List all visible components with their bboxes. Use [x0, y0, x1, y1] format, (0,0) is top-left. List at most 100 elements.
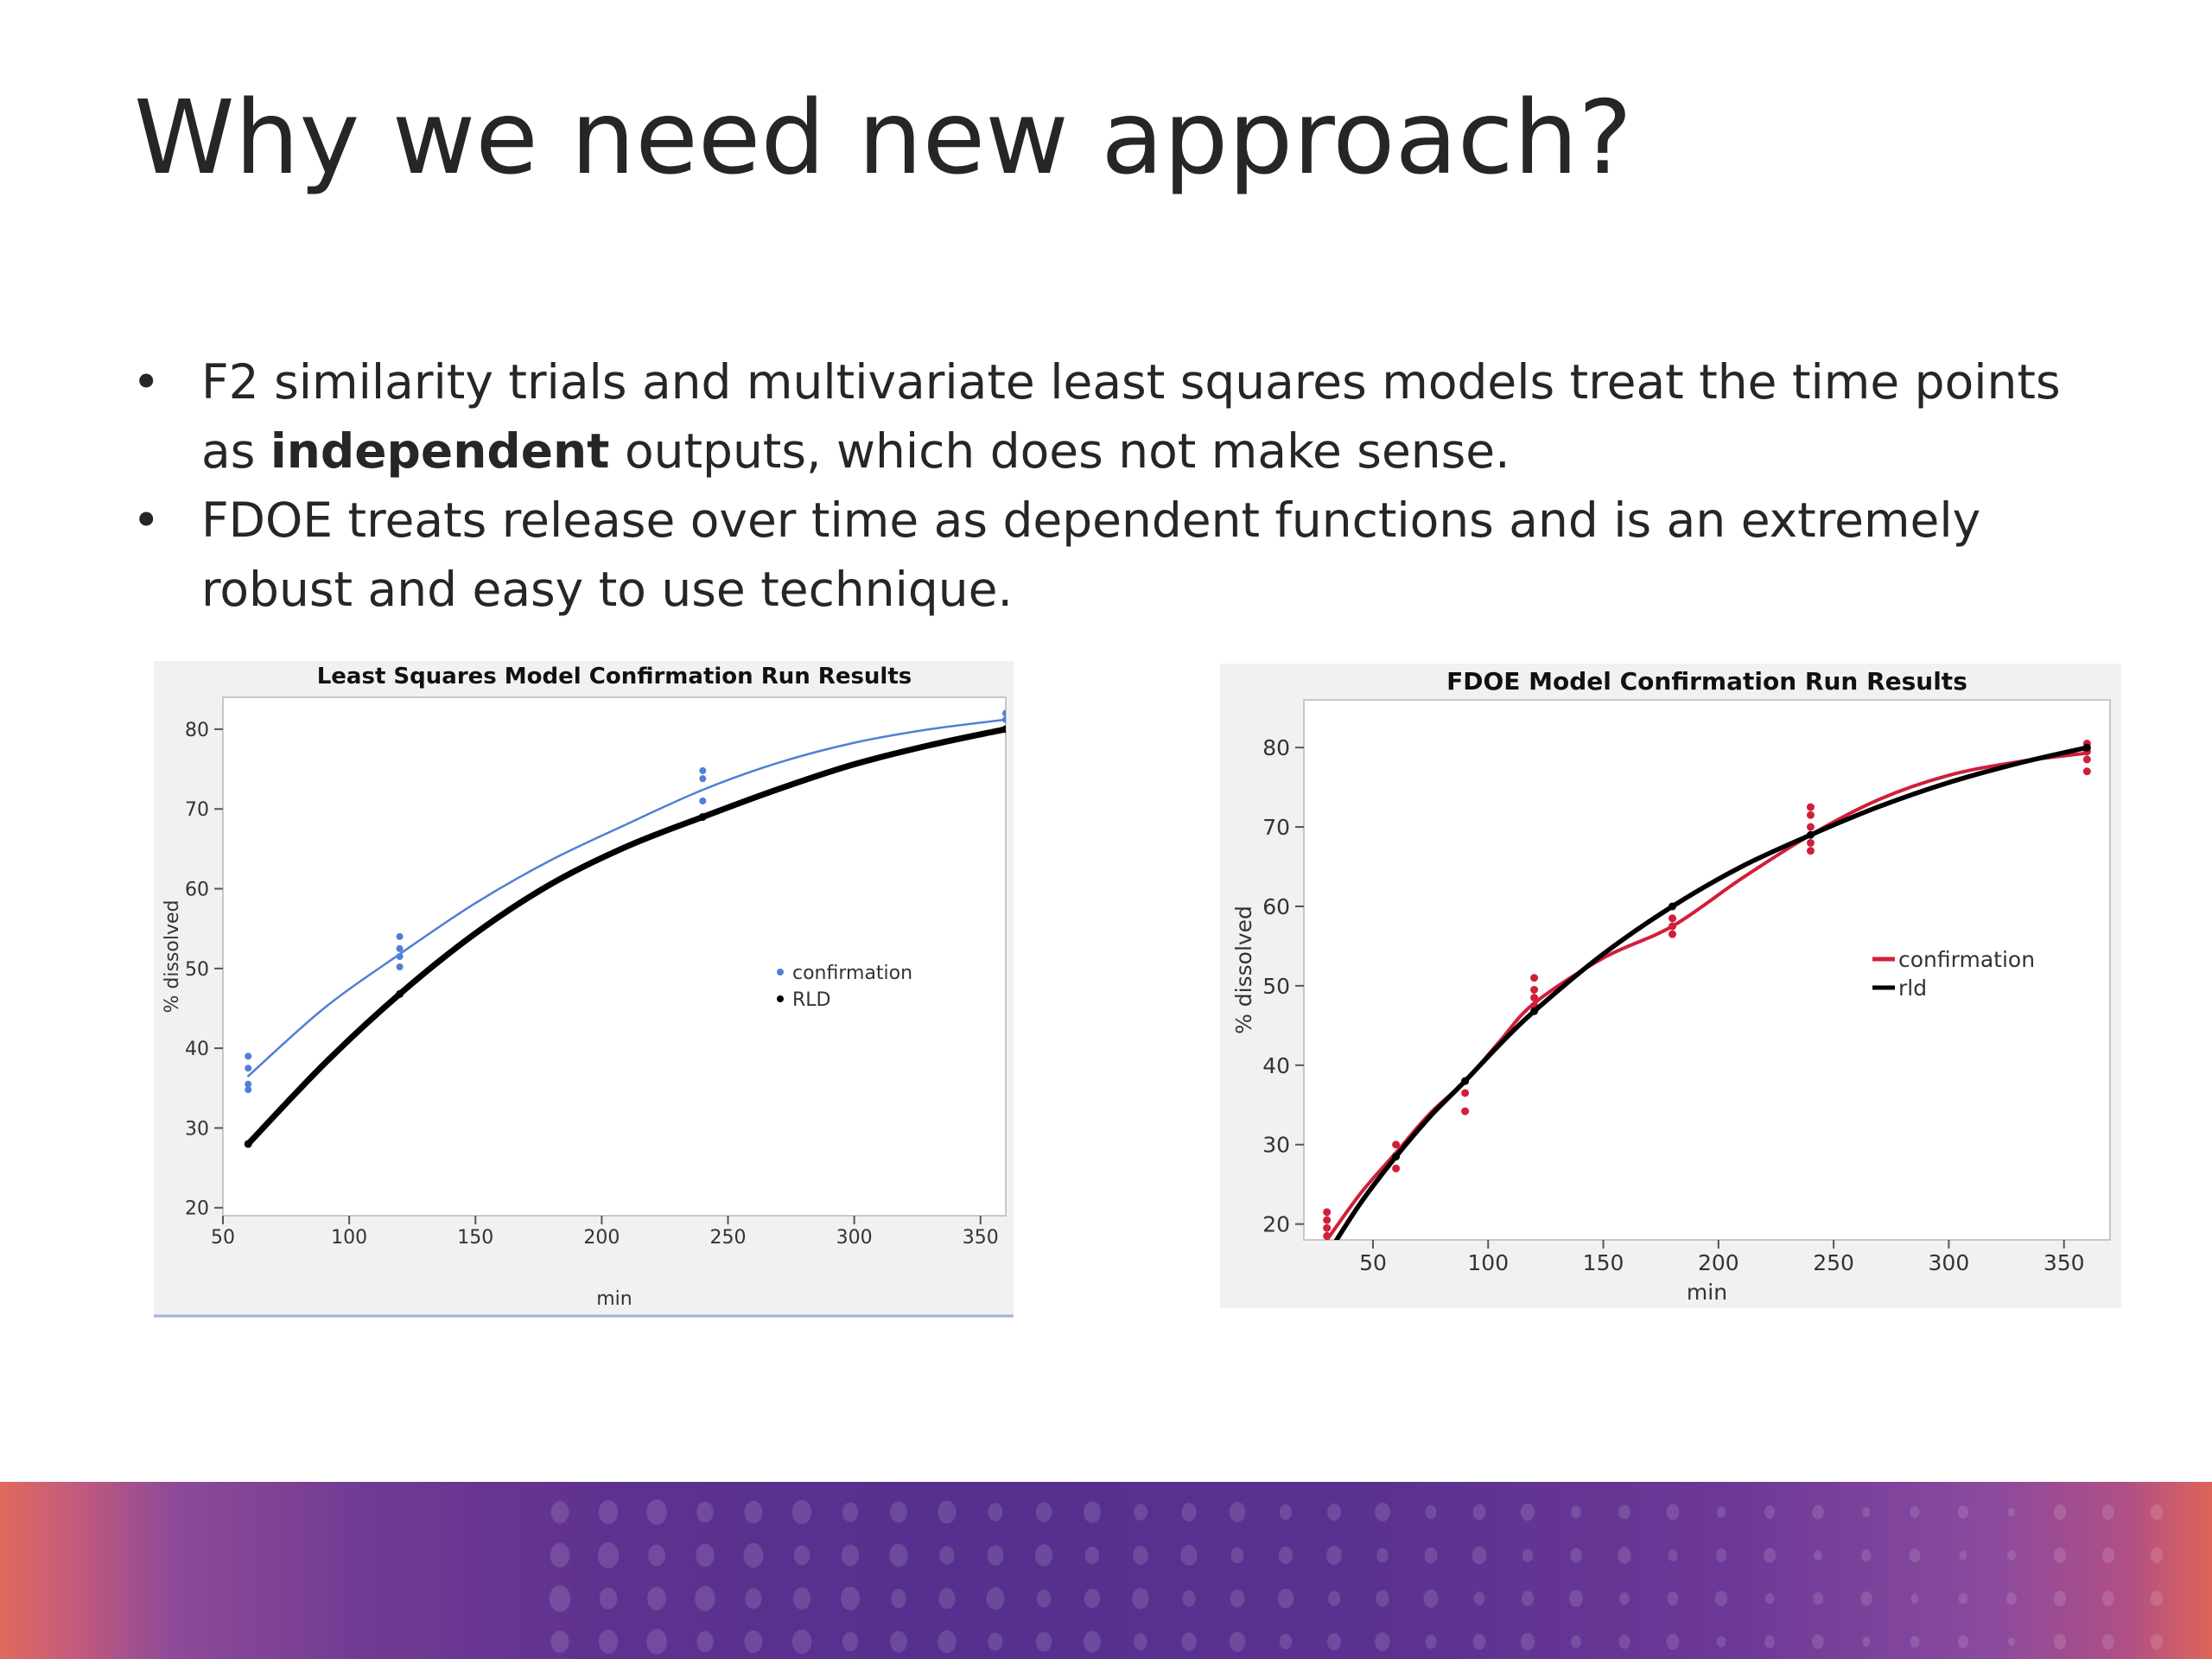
footer-dot [744, 1630, 763, 1654]
footer-dot [2150, 1548, 2164, 1563]
bullet-text-before: FDOE treats release over time as depende… [201, 493, 1981, 617]
footer-dot [1034, 1544, 1053, 1567]
footer-dot [696, 1501, 714, 1523]
footer-dot [1957, 1505, 1969, 1519]
footer-dot [550, 1542, 570, 1568]
footer-dot [1035, 1502, 1052, 1522]
footer-dot [1327, 1633, 1341, 1650]
footer-dot [1230, 1589, 1245, 1608]
data-point-confirmation [245, 1080, 252, 1088]
data-point-rld [1392, 1152, 1401, 1160]
data-point-rld [1001, 725, 1006, 734]
footer-dot [1813, 1592, 1823, 1605]
footer-dot [792, 1587, 811, 1610]
footer-dot [1181, 1503, 1197, 1522]
x-tick-label: 250 [1813, 1250, 1854, 1275]
data-point-rld [2082, 743, 2091, 752]
x-tick-label: 300 [1929, 1250, 1970, 1275]
footer-dot [1667, 1591, 1679, 1606]
data-point-confirmation [1806, 838, 1815, 847]
data-point-rld [1530, 1007, 1539, 1015]
y-tick-label: 30 [185, 1118, 209, 1140]
footer-dot [1812, 1634, 1824, 1649]
footer-dot [840, 1586, 861, 1611]
footer-dot [1376, 1548, 1389, 1563]
y-tick-label: 50 [185, 959, 209, 981]
footer-dot [2053, 1591, 2067, 1606]
footer-dot [696, 1630, 714, 1653]
legend-label: rld [1898, 976, 1927, 1001]
plot-marks [244, 709, 1006, 1148]
footer-dot [1959, 1550, 1967, 1560]
legend-item-confirmation: confirmation [1872, 947, 2035, 972]
footer-dot [1618, 1504, 1630, 1520]
least-squares-chart-svg: Least Squares Model Confirmation Run Res… [154, 661, 1014, 1318]
legend-label: confirmation [1898, 947, 2035, 972]
data-point-rld [1806, 830, 1815, 839]
data-point-confirmation [1530, 994, 1539, 1002]
chart-title: Least Squares Model Confirmation Run Res… [317, 664, 912, 690]
footer-dot [550, 1501, 569, 1523]
footer-dot [1764, 1505, 1776, 1519]
footer-dot [890, 1630, 907, 1653]
footer-dot [598, 1630, 619, 1654]
x-tick-label: 150 [1583, 1250, 1624, 1275]
footer-dot [695, 1586, 715, 1611]
footer-dot [1327, 1591, 1341, 1606]
footer-dot [988, 1632, 1003, 1651]
footer-dot [1230, 1547, 1244, 1564]
data-point-confirmation [1392, 1141, 1401, 1149]
footer-dot-pattern [549, 1499, 2164, 1655]
footer-dot [1716, 1506, 1726, 1518]
footer-dot [646, 1629, 667, 1655]
footer-dot [1277, 1588, 1294, 1609]
x-axis-label: min [1687, 1280, 1727, 1305]
footer-dot [2101, 1548, 2115, 1563]
footer-dot [744, 1500, 763, 1524]
x-tick-label: 50 [211, 1227, 235, 1249]
footer-dot [2150, 1504, 2164, 1520]
footer-dot [1812, 1504, 1824, 1520]
footer-dot [1860, 1591, 1872, 1606]
footer-dot [1861, 1548, 1872, 1562]
footer-dot [745, 1588, 762, 1609]
footer-dot [1376, 1590, 1389, 1607]
bullet-list: F2 similarity trials and multivariate le… [125, 347, 2113, 624]
footer-dot [1618, 1634, 1630, 1649]
chart-title: FDOE Model Confirmation Run Results [1446, 667, 1967, 696]
footer-dot [1424, 1547, 1438, 1564]
footer-dot [890, 1501, 907, 1523]
bullet-item-f2: F2 similarity trials and multivariate le… [125, 347, 2113, 486]
footer-dot [1425, 1634, 1437, 1649]
plot-area [222, 696, 1007, 1217]
y-tick-label: 70 [1262, 815, 1290, 840]
footer-dot [1618, 1547, 1631, 1564]
data-point-confirmation [1530, 974, 1539, 982]
data-point-rld [1669, 902, 1677, 911]
footer-dot [1471, 1546, 1487, 1565]
footer-dot [1473, 1592, 1485, 1605]
y-tick-label: 60 [185, 879, 209, 900]
footer-dot [938, 1500, 957, 1524]
footer-dot [1134, 1503, 1147, 1521]
footer-dot [2006, 1549, 2017, 1561]
footer-dot [1814, 1549, 1822, 1561]
data-point-confirmation [2082, 755, 2091, 764]
data-point-confirmation [699, 798, 707, 804]
footer-dot [2101, 1634, 2115, 1649]
fdoe-chart-svg: FDOE Model Confirmation Run Results 50 100… [1220, 664, 2121, 1308]
footer-dot [1084, 1588, 1101, 1609]
y-tick-label: 40 [185, 1039, 209, 1060]
footer-dot [1763, 1548, 1777, 1563]
footer-dot [696, 1543, 715, 1567]
axes: FDOE Model Confirmation Run Results 50 100… [1231, 667, 2085, 1305]
footer-dot [743, 1542, 764, 1568]
bullet-text-before: F2 similarity trials and multivariate le… [201, 354, 2061, 479]
y-axis-label: % dissolved [1231, 906, 1256, 1034]
x-tick-label: 200 [1698, 1250, 1739, 1275]
footer-dot [1327, 1503, 1341, 1521]
footer-dot [1425, 1504, 1437, 1520]
plot-marks [1323, 740, 2091, 1240]
legend-item-rld: RLD [777, 989, 830, 1011]
footer-dot [1522, 1548, 1534, 1562]
